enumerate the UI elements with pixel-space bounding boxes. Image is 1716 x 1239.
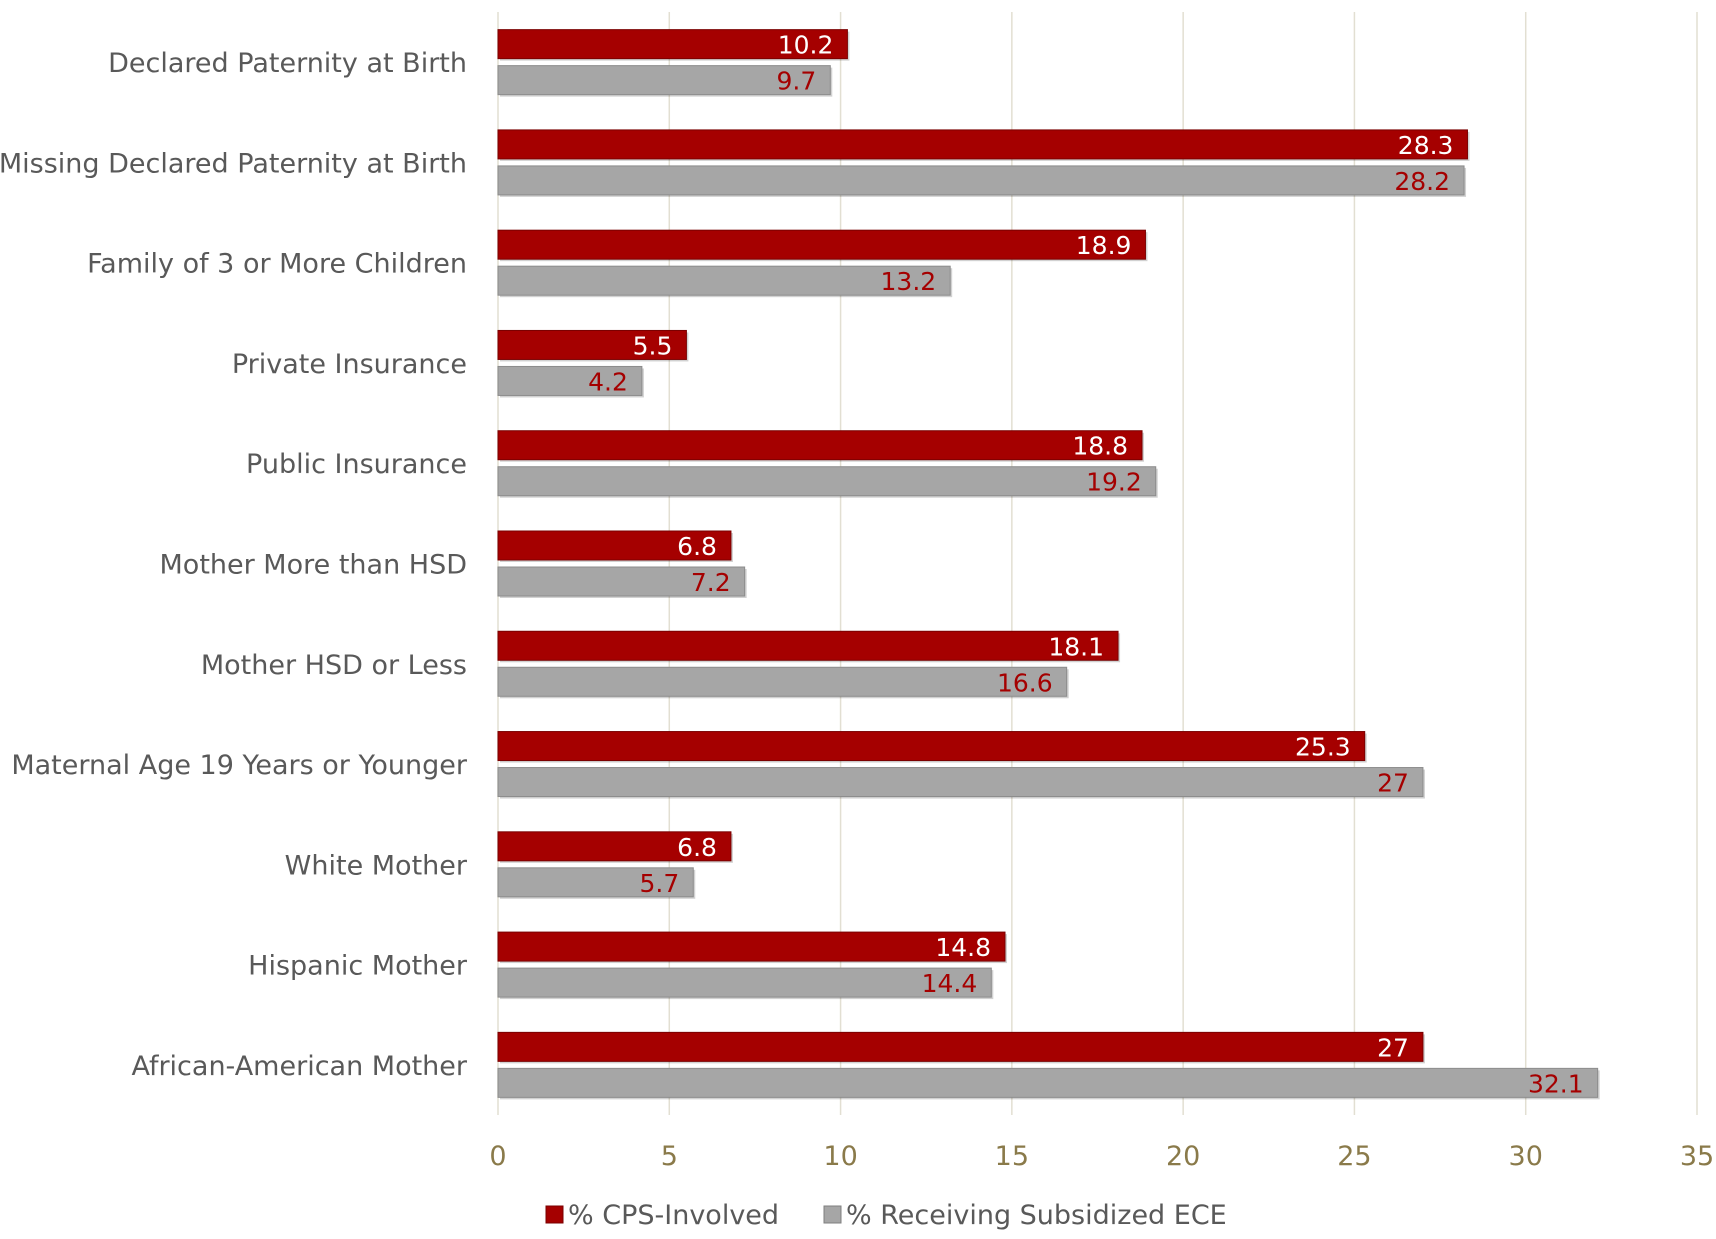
category-label: Family of 3 or More Children	[87, 249, 467, 280]
data-label: 5.7	[640, 869, 680, 898]
category-label: Private Insurance	[232, 349, 467, 380]
bars: 10.2 9.7 28.3 28.2 18.9 13.2 5.54.2 18.8 19.2 6.8…	[497, 29, 1600, 1100]
bar-cps-involved	[497, 731, 1366, 762]
data-label: 10.2	[778, 31, 834, 60]
bar-subsidized-ece	[497, 466, 1157, 497]
x-axis-ticks: 0 5 10 15 20 25 30 35	[489, 1141, 1714, 1172]
x-tick-label: 0	[489, 1141, 506, 1172]
bar-cps-involved	[497, 1031, 1424, 1062]
data-label: 27	[1377, 769, 1409, 798]
category-label: Missing Declared Paternity at Birth	[0, 148, 467, 179]
x-tick-label: 5	[661, 1141, 678, 1172]
bar-cps-involved	[497, 229, 1146, 260]
bar-subsidized-ece	[497, 165, 1465, 196]
bar-cps-involved	[497, 29, 848, 60]
data-label: 14.8	[935, 933, 991, 962]
bar-subsidized-ece	[497, 1067, 1599, 1098]
data-label: 18.1	[1048, 632, 1104, 661]
data-label: 7.2	[691, 568, 731, 597]
x-tick-label: 35	[1680, 1141, 1714, 1172]
category-label: White Mother	[285, 850, 468, 881]
data-label: 16.6	[997, 668, 1053, 697]
data-label: 14.4	[922, 969, 978, 998]
bar-cps-involved	[497, 630, 1119, 661]
category-label: Hispanic Mother	[248, 951, 468, 982]
x-tick-label: 10	[823, 1141, 857, 1172]
bar-subsidized-ece	[497, 666, 1068, 697]
x-tick-label: 25	[1337, 1141, 1371, 1172]
data-label: 13.2	[881, 267, 937, 296]
data-label: 6.8	[677, 532, 717, 561]
data-label: 27	[1377, 1033, 1409, 1062]
bar-subsidized-ece	[497, 967, 992, 998]
bar-subsidized-ece	[497, 365, 643, 396]
bar-cps-involved	[497, 430, 1143, 461]
legend: % CPS-Involved % Receiving Subsidized ECE	[545, 1200, 1227, 1231]
category-label: Maternal Age 19 Years or Younger	[11, 750, 468, 781]
data-label: 5.5	[633, 331, 673, 360]
category-label: Declared Paternity at Birth	[108, 48, 467, 79]
data-label: 9.7	[777, 67, 817, 96]
bar-cps-involved	[497, 329, 687, 360]
bar-subsidized-ece	[497, 566, 746, 597]
category-labels: Declared Paternity at Birth Missing Decla…	[0, 48, 468, 1082]
bar-subsidized-ece	[497, 65, 831, 96]
category-label: Public Insurance	[246, 449, 467, 480]
bar-cps-involved	[497, 931, 1006, 962]
category-label: Mother More than HSD	[160, 550, 468, 581]
bar-cps-involved	[497, 831, 732, 862]
bar-cps-involved	[497, 129, 1468, 160]
bar-cps-involved	[497, 530, 732, 561]
data-label: 4.2	[588, 367, 628, 396]
data-label: 32.1	[1528, 1069, 1584, 1098]
x-tick-label: 30	[1509, 1141, 1543, 1172]
category-label: African-American Mother	[131, 1051, 467, 1082]
legend-swatch	[823, 1205, 842, 1224]
data-label: 25.3	[1295, 733, 1351, 762]
data-label: 19.2	[1086, 468, 1142, 497]
data-label: 18.9	[1076, 231, 1132, 260]
legend-swatch	[545, 1205, 564, 1224]
data-label: 28.3	[1398, 131, 1454, 160]
data-label: 6.8	[677, 833, 717, 862]
x-tick-label: 20	[1166, 1141, 1200, 1172]
data-label: 18.8	[1072, 432, 1128, 461]
gridlines	[497, 12, 1698, 1115]
x-tick-label: 15	[995, 1141, 1029, 1172]
data-label: 28.2	[1394, 167, 1450, 196]
legend-label: % CPS-Involved	[568, 1200, 779, 1231]
category-label: Mother HSD or Less	[201, 650, 467, 681]
bar-subsidized-ece	[497, 867, 694, 898]
legend-label: % Receiving Subsidized ECE	[846, 1200, 1227, 1231]
bar-subsidized-ece	[497, 265, 951, 296]
bar-subsidized-ece	[497, 767, 1424, 798]
